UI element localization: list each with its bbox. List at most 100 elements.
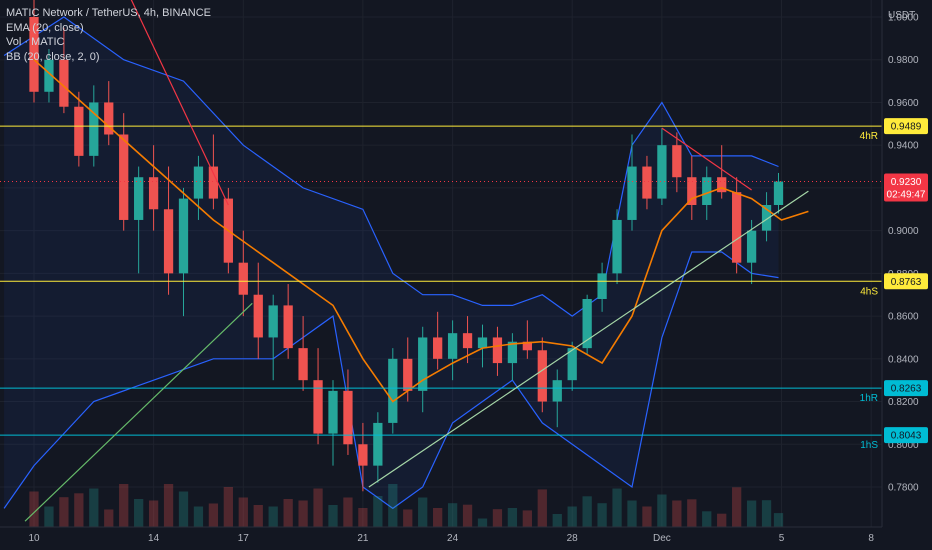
volume-bar bbox=[238, 497, 248, 527]
volume-bar bbox=[567, 506, 577, 527]
trendline bbox=[24, 302, 253, 522]
level-price-tag bbox=[884, 427, 928, 444]
time-tick-label: 28 bbox=[567, 533, 579, 544]
time-axis-ticks: 101417212428Dec581215 bbox=[28, 533, 874, 544]
volume-bar bbox=[328, 505, 338, 527]
candle-body bbox=[552, 380, 562, 402]
volume-bar bbox=[507, 508, 518, 527]
indicator-bb-label[interactable]: BB (20, close, 2, 0) bbox=[6, 50, 100, 63]
volume-bar bbox=[773, 513, 784, 527]
volume-bar bbox=[492, 509, 503, 527]
price-tick-label: 0.9400 bbox=[888, 141, 919, 152]
candle-body bbox=[74, 106, 84, 156]
volume-bar bbox=[462, 504, 473, 527]
candle-body bbox=[298, 348, 308, 381]
volume-bar bbox=[612, 488, 622, 527]
time-tick-label: Dec bbox=[653, 533, 671, 544]
trendline bbox=[661, 127, 752, 191]
volume-bar bbox=[582, 496, 592, 527]
candle-body bbox=[507, 341, 518, 364]
volume-bar bbox=[477, 518, 488, 527]
price-tick-label: 0.8600 bbox=[888, 312, 919, 323]
price-tick-label: 1.0000 bbox=[888, 13, 919, 24]
candle-body bbox=[462, 333, 473, 349]
volume-bar bbox=[627, 500, 637, 527]
volume-bar bbox=[672, 500, 682, 527]
candle-body bbox=[29, 17, 39, 92]
volume-bar bbox=[447, 503, 458, 527]
trendline bbox=[130, 0, 229, 206]
volume-bar bbox=[657, 494, 667, 527]
candle-body bbox=[148, 177, 159, 210]
price-tick-label: 0.8000 bbox=[888, 440, 919, 451]
candle-body bbox=[567, 348, 577, 381]
last-price-text: 0.9230 bbox=[891, 177, 922, 188]
time-tick-label: 14 bbox=[148, 533, 160, 544]
volume-bar bbox=[283, 499, 293, 527]
candle-body bbox=[477, 337, 488, 349]
candle-body bbox=[746, 230, 757, 263]
candle-body bbox=[612, 219, 622, 274]
volume-bar bbox=[358, 508, 368, 527]
volume-bar bbox=[223, 487, 233, 527]
candle-body bbox=[343, 390, 353, 445]
candle-body bbox=[178, 198, 189, 274]
level-price-tag bbox=[884, 273, 928, 290]
candle-body bbox=[537, 350, 547, 402]
horizontal-levels: 4hR 4hS 1hR 1hS bbox=[0, 125, 882, 451]
volume-bar bbox=[208, 503, 219, 527]
volume-bar bbox=[89, 488, 99, 527]
level-label: 4hS bbox=[860, 286, 878, 297]
level-price-tag bbox=[884, 380, 928, 397]
chart-legend[interactable]: MATIC Network / TetherUS, 4h, BINANCE EM… bbox=[6, 6, 211, 64]
volume-bar bbox=[178, 491, 189, 527]
candle-body bbox=[717, 177, 727, 193]
candle-body bbox=[268, 305, 278, 338]
level-price-text: 0.8263 bbox=[891, 384, 922, 395]
ema-line bbox=[33, 59, 809, 403]
volume-bar bbox=[313, 488, 323, 527]
time-tick-label: 5 bbox=[779, 533, 785, 544]
candle-body bbox=[134, 177, 144, 220]
volume-bar bbox=[44, 506, 54, 527]
time-axis-panel[interactable] bbox=[0, 527, 932, 550]
volume-bar bbox=[343, 497, 353, 527]
candle-body bbox=[582, 299, 592, 349]
volume-bar bbox=[298, 500, 308, 527]
volume-bar bbox=[717, 513, 727, 527]
trendlines bbox=[24, 0, 809, 522]
volume-bar bbox=[104, 509, 114, 527]
candle-body bbox=[672, 145, 682, 178]
volume-bar bbox=[388, 484, 398, 527]
candle-body bbox=[163, 209, 174, 274]
candle-body bbox=[59, 59, 69, 107]
candle-body bbox=[403, 358, 413, 391]
level-label: 1hS bbox=[860, 440, 878, 451]
candle-body bbox=[89, 102, 99, 156]
symbol-title[interactable]: MATIC Network / TetherUS, 4h, BINANCE bbox=[6, 7, 211, 19]
volume-bar bbox=[702, 511, 712, 527]
candle-body bbox=[119, 134, 129, 220]
time-tick-label: 21 bbox=[357, 533, 369, 544]
indicator-ema-label[interactable]: EMA (20, close) bbox=[6, 21, 84, 34]
volume-bar bbox=[373, 496, 383, 527]
candle-body bbox=[418, 337, 428, 391]
volume-bar bbox=[418, 497, 428, 527]
indicator-volume-label[interactable]: Vol · MATIC bbox=[6, 36, 65, 48]
volume-bar bbox=[761, 500, 772, 527]
price-tick-label: 0.9000 bbox=[888, 226, 919, 237]
price-tick-label: 0.8400 bbox=[888, 354, 919, 365]
last-price-tag bbox=[884, 173, 928, 202]
volume-bar bbox=[29, 491, 39, 527]
candle-body bbox=[642, 166, 652, 199]
volume-bar bbox=[403, 509, 413, 527]
candle-body bbox=[193, 166, 204, 199]
volume-bar bbox=[253, 505, 263, 527]
candle-body bbox=[522, 341, 532, 351]
candle-body bbox=[388, 358, 398, 423]
trendline bbox=[368, 190, 809, 488]
volume-bar bbox=[148, 500, 159, 527]
level-price-tag bbox=[884, 118, 928, 135]
price-tick-label: 0.7800 bbox=[888, 483, 919, 494]
